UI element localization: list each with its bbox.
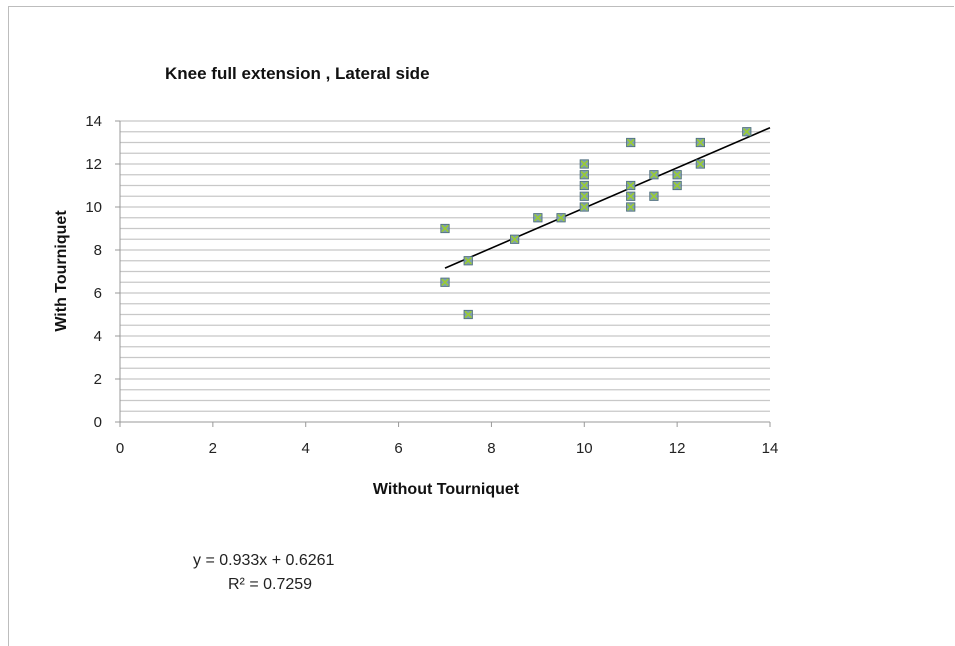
data-point <box>579 170 589 180</box>
x-tick-label: 8 <box>487 440 495 457</box>
y-tick-label: 10 <box>85 199 102 216</box>
x-tick-label: 0 <box>116 440 124 457</box>
data-point <box>510 234 520 244</box>
chart-title: Knee full extension , Lateral side <box>165 64 430 83</box>
x-axis-label: Without Tourniquet <box>373 481 520 498</box>
data-points <box>440 127 752 320</box>
data-point <box>626 191 636 201</box>
data-point <box>533 213 543 223</box>
x-tick-label: 4 <box>302 440 310 457</box>
y-tick-label: 4 <box>94 328 102 345</box>
data-point <box>649 170 659 180</box>
data-point <box>579 191 589 201</box>
x-tick-label: 14 <box>762 440 779 457</box>
y-tick-label: 14 <box>85 113 102 130</box>
y-tick-label: 8 <box>94 242 102 259</box>
data-point <box>556 213 566 223</box>
y-axis-label: With Tourniquet <box>53 210 70 332</box>
x-tick-labels: 0 2 4 6 8 10 12 14 <box>116 440 779 457</box>
data-point <box>626 137 636 148</box>
y-tick-label: 0 <box>94 414 102 431</box>
x-tick-label: 6 <box>394 440 402 457</box>
data-point <box>649 191 659 201</box>
r-squared-label: R² = 0.7259 <box>228 576 312 593</box>
data-point <box>672 180 682 191</box>
trendline <box>444 126 771 269</box>
data-point <box>626 180 636 191</box>
data-point <box>672 170 682 180</box>
data-point <box>463 309 473 320</box>
data-point <box>695 137 705 148</box>
x-tick-label: 12 <box>669 440 686 457</box>
data-point <box>579 202 589 212</box>
chart-frame <box>8 6 954 646</box>
axes <box>115 120 771 427</box>
x-tick-label: 2 <box>209 440 217 457</box>
data-point <box>579 159 589 169</box>
y-tick-label: 12 <box>85 156 102 173</box>
y-tick-label: 2 <box>94 371 102 388</box>
y-tick-labels: 0 2 4 6 8 10 12 14 <box>85 113 102 431</box>
data-point <box>440 277 450 287</box>
trendline-equation: y = 0.933x + 0.6261 <box>193 552 335 569</box>
data-point <box>579 180 589 191</box>
data-point <box>463 256 473 266</box>
gridlines <box>120 120 770 412</box>
x-tick-label: 10 <box>576 440 593 457</box>
data-point <box>440 223 450 234</box>
data-point <box>626 202 636 212</box>
y-tick-label: 6 <box>94 285 102 302</box>
data-point <box>695 159 705 169</box>
data-point <box>742 127 752 137</box>
